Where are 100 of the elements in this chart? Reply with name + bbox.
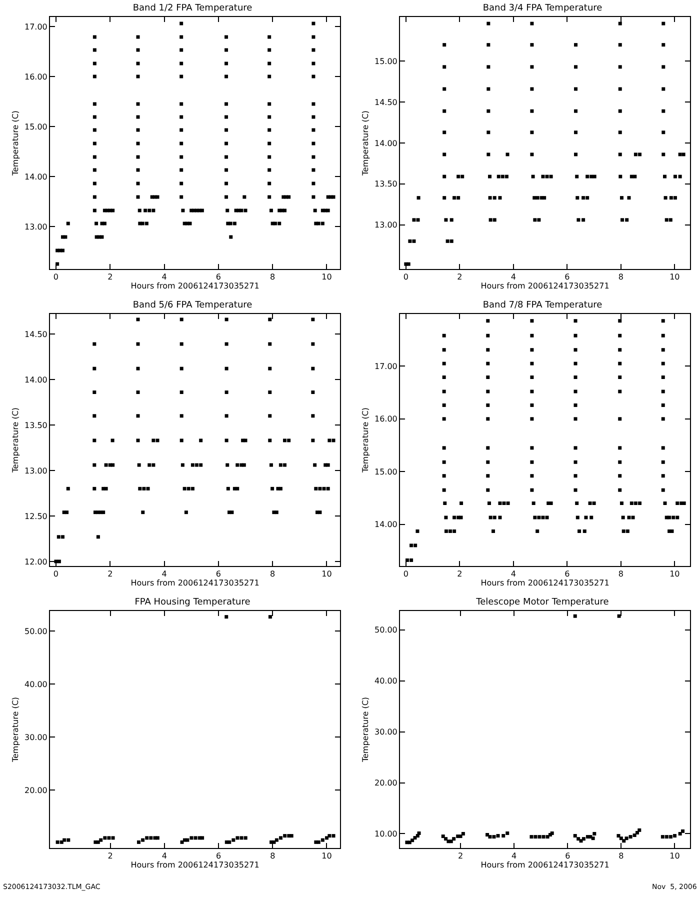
y-axis-title: Temperature (C) xyxy=(11,696,20,764)
point xyxy=(186,838,190,842)
x-tick-label: 0 xyxy=(53,272,59,282)
x-tick-label: 0 xyxy=(403,272,408,282)
point xyxy=(502,834,506,838)
point xyxy=(591,836,595,840)
point xyxy=(103,836,107,840)
x-tick-label: 6 xyxy=(216,272,221,282)
chart-title: FPA Housing Temperature xyxy=(134,597,251,608)
point xyxy=(190,836,194,840)
y-tick-label: 40.00 xyxy=(374,676,398,686)
point xyxy=(628,835,632,839)
point xyxy=(538,835,542,839)
point xyxy=(588,835,592,839)
x-axis-title: Hours from 2006124173035271 xyxy=(480,578,610,588)
point xyxy=(664,835,668,839)
point xyxy=(111,836,115,840)
chart-title: Telescope Motor Temperature xyxy=(475,597,610,608)
y-tick-label: 10.00 xyxy=(374,830,398,839)
x-tick-label: 2 xyxy=(457,272,462,282)
point xyxy=(534,835,538,839)
y-tick-label: 40.00 xyxy=(24,680,48,689)
point xyxy=(316,840,320,844)
point xyxy=(320,838,324,842)
x-axis-title: Hours from 2006124173035271 xyxy=(130,282,260,291)
x-tick-label: 2 xyxy=(108,272,113,282)
point xyxy=(136,840,140,844)
point xyxy=(672,834,676,838)
point xyxy=(290,834,294,838)
point xyxy=(678,832,682,836)
x-tick-label: 8 xyxy=(618,272,624,282)
point xyxy=(632,834,636,838)
y-tick-label: 13.50 xyxy=(24,420,48,430)
y-tick-label: 15.00 xyxy=(24,122,48,132)
point xyxy=(668,835,672,839)
point xyxy=(66,838,70,842)
y-axis-title: Temperature (C) xyxy=(11,407,20,474)
point xyxy=(530,835,534,839)
x-tick-label: 4 xyxy=(510,272,516,282)
y-tick-label: 30.00 xyxy=(374,728,398,737)
x-tick-label: 8 xyxy=(270,852,276,861)
point xyxy=(444,837,448,841)
point xyxy=(616,834,620,838)
chart-title: Band 3/4 FPA Temperature xyxy=(482,3,603,14)
point xyxy=(141,838,145,842)
y-tick-label: 15.00 xyxy=(374,56,398,66)
point xyxy=(592,832,596,836)
point xyxy=(145,836,149,840)
point xyxy=(99,838,103,842)
x-tick-label: 4 xyxy=(510,570,516,579)
point xyxy=(274,838,278,842)
y-tick-label: 16.00 xyxy=(374,414,398,424)
x-axis-title: Hours from 2006124173035271 xyxy=(130,860,260,870)
x-tick-label: 2 xyxy=(108,852,113,861)
point xyxy=(328,834,332,838)
point xyxy=(506,831,510,835)
y-axis-title: Temperature (C) xyxy=(361,110,370,177)
point xyxy=(194,836,198,840)
point xyxy=(410,838,414,842)
y-axis-title: Temperature (C) xyxy=(11,110,20,177)
x-tick-label: 2 xyxy=(458,852,464,861)
point xyxy=(244,836,248,840)
point xyxy=(449,840,453,844)
y-tick-label: 13.00 xyxy=(24,222,48,232)
x-axis-title: Hours from 2006124173035271 xyxy=(480,860,610,870)
y-tick-label: 20.00 xyxy=(24,786,48,796)
point xyxy=(240,836,244,840)
point xyxy=(617,614,621,618)
y-tick-label: 13.00 xyxy=(24,466,48,476)
point xyxy=(279,836,283,840)
point xyxy=(236,836,240,840)
point xyxy=(542,835,546,839)
y-tick-label: 30.00 xyxy=(24,732,48,742)
point xyxy=(107,836,111,840)
y-tick-label: 50.00 xyxy=(374,626,398,635)
point xyxy=(452,837,456,841)
x-tick-label: 6 xyxy=(216,852,222,861)
chart-title: Band 1/2 FPA Temperature xyxy=(132,3,253,14)
point xyxy=(417,831,421,835)
point xyxy=(200,836,204,840)
point xyxy=(492,835,496,839)
x-tick-label: 4 xyxy=(162,272,167,282)
x-tick-label: 2 xyxy=(108,570,113,579)
y-tick-label: 12.00 xyxy=(24,557,48,566)
point xyxy=(573,614,577,618)
x-tick-label: 8 xyxy=(270,272,276,282)
x-axis-title: Hours from 2006124173035271 xyxy=(130,578,260,588)
x-tick-label: 10 xyxy=(670,852,680,861)
x-tick-label: 10 xyxy=(322,272,332,282)
x-tick-label: 10 xyxy=(322,570,332,579)
point xyxy=(224,615,228,619)
x-tick-label: 10 xyxy=(322,852,332,861)
point xyxy=(582,837,586,841)
point xyxy=(576,837,580,841)
x-tick-label: 10 xyxy=(670,570,680,579)
x-tick-label: 8 xyxy=(618,570,624,579)
y-tick-label: 14.00 xyxy=(24,375,48,384)
y-tick-label: 17.00 xyxy=(374,362,398,371)
point xyxy=(232,838,236,842)
point xyxy=(573,834,577,838)
